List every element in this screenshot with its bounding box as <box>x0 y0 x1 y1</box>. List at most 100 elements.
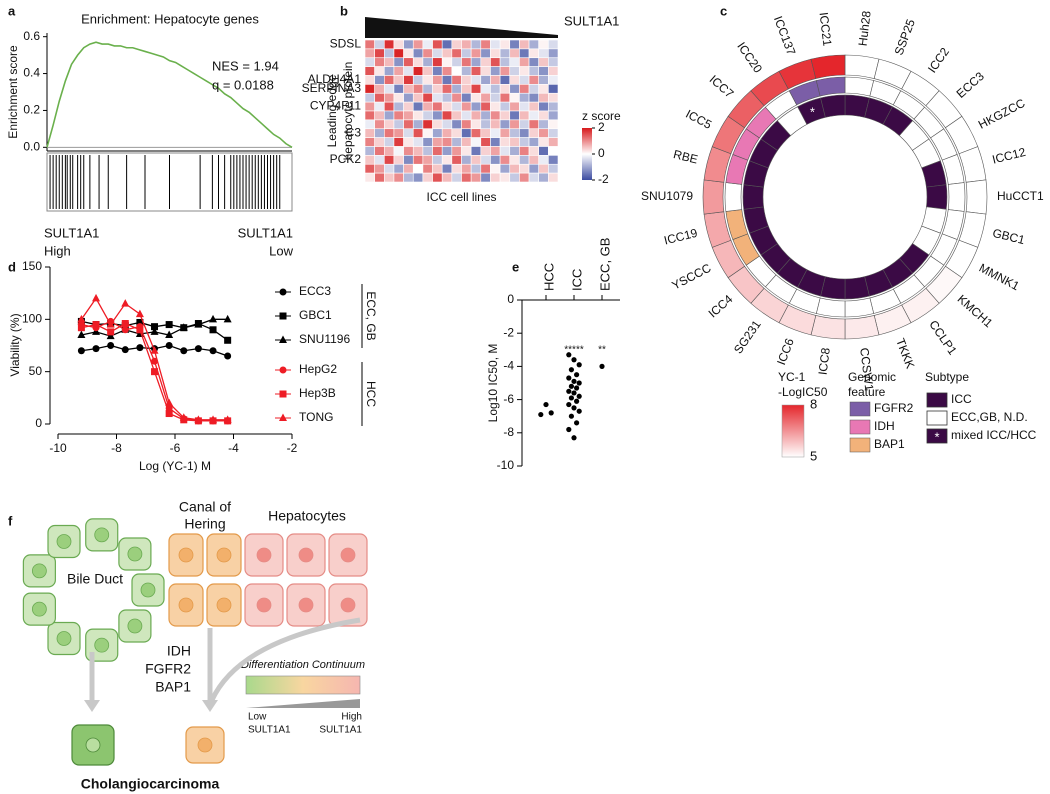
annotation: ***** <box>564 345 584 356</box>
legend-label: Hep3B <box>299 386 336 400</box>
heat-cell <box>403 48 414 59</box>
legend-label: TONG <box>299 410 333 424</box>
heat-cell <box>403 163 414 174</box>
heat-cell <box>461 119 472 130</box>
heat-cell <box>490 57 501 67</box>
enrichment-line <box>46 41 293 148</box>
nucleus <box>85 737 101 753</box>
heat-cell <box>364 92 375 103</box>
cell-line-label: ECC3 <box>954 69 987 101</box>
heat-cell <box>519 163 530 174</box>
y-tick-label: 0.0 <box>23 139 40 153</box>
continuum-wedge <box>246 699 360 708</box>
genomic-cell <box>947 182 966 212</box>
row-label: C3 <box>346 125 362 139</box>
heat-cell <box>383 119 395 130</box>
marker <box>179 323 188 331</box>
heat-cell <box>538 146 549 156</box>
point <box>568 367 575 373</box>
heat-cell <box>499 163 511 174</box>
heat-cell <box>441 128 453 138</box>
heat-cell <box>393 48 404 59</box>
heat-cell <box>461 39 472 50</box>
cell-line-label: SNU1079 <box>641 189 693 203</box>
heat-cell <box>441 92 453 103</box>
heat-cell <box>403 172 414 183</box>
row-label: PCK2 <box>330 152 362 166</box>
cell-line-label: CCLP1 <box>926 318 960 358</box>
sort-label: SULT1A1 <box>564 13 619 28</box>
heat-cell <box>403 39 414 50</box>
heat-cell <box>383 92 395 103</box>
x-axis-label: ICC cell lines <box>426 190 496 204</box>
heat-cell <box>451 110 462 121</box>
y-tick-label: 0.4 <box>23 66 40 80</box>
subtype-cell <box>820 94 846 118</box>
marker <box>209 347 217 355</box>
panel-label: e <box>512 259 519 274</box>
point <box>566 352 572 358</box>
heat-cell <box>403 137 414 147</box>
heat-cell <box>528 155 539 165</box>
heat-cell <box>519 146 530 156</box>
heat-cell <box>403 155 414 165</box>
heat-cell <box>432 155 443 165</box>
heat-cell <box>461 146 472 156</box>
nucleus <box>140 582 156 598</box>
heat-cell <box>509 155 520 165</box>
heat-cell <box>548 66 559 76</box>
point <box>568 383 575 389</box>
heat-cell <box>548 172 559 183</box>
heat-cell <box>374 119 385 130</box>
y-tick-label: -8 <box>503 425 514 439</box>
cell-line-label: ICC12 <box>991 145 1028 167</box>
heat-cell <box>393 39 404 50</box>
x-tick-label: -10 <box>49 441 67 455</box>
heat-cell <box>422 48 433 59</box>
heat-cell <box>480 39 491 50</box>
point <box>574 420 580 426</box>
nucleus <box>94 527 110 543</box>
legend-marker <box>279 335 287 343</box>
heat-cell <box>509 92 520 103</box>
heat-cell <box>470 84 482 94</box>
heat-cell <box>364 137 375 147</box>
marker <box>165 321 173 329</box>
heat-cell <box>441 57 453 67</box>
legend-swatch <box>926 392 948 408</box>
y-axis-label: Log10 IC50, M <box>486 344 500 423</box>
x-tick-label: HCC <box>541 263 556 291</box>
heat-cell <box>383 39 395 50</box>
heat-cell <box>461 155 472 165</box>
marker <box>121 320 129 328</box>
heat-cell <box>412 155 424 165</box>
y-axis-label-group: Enrichment score <box>6 45 20 139</box>
heat-cell <box>374 39 385 50</box>
group-label: ECC, GB <box>364 291 378 340</box>
heat-cell <box>383 75 395 85</box>
subtype-cell <box>844 276 870 300</box>
heat-cell <box>461 92 472 103</box>
nucleus <box>127 618 143 634</box>
cell-line-label: KMCH1 <box>955 292 996 331</box>
heat-cell <box>403 66 414 76</box>
heat-cell <box>548 163 559 174</box>
point <box>576 362 582 368</box>
heat-cell <box>422 75 433 85</box>
heat-cell <box>470 101 482 112</box>
heat-cell <box>461 128 472 138</box>
heat-cell <box>393 137 404 147</box>
annotation: ** <box>598 345 606 356</box>
heat-cell <box>451 101 462 112</box>
heat-cell <box>374 66 385 76</box>
sort-wedge <box>365 17 558 38</box>
heat-cell <box>509 84 520 94</box>
heat-cell <box>499 146 511 156</box>
heat-cell <box>528 119 539 130</box>
legend-marker <box>279 288 287 296</box>
annotation: NES = 1.94 <box>212 58 279 73</box>
heat-cell <box>383 101 395 112</box>
point <box>574 372 580 378</box>
heat-cell <box>461 57 472 67</box>
marker <box>151 368 159 376</box>
